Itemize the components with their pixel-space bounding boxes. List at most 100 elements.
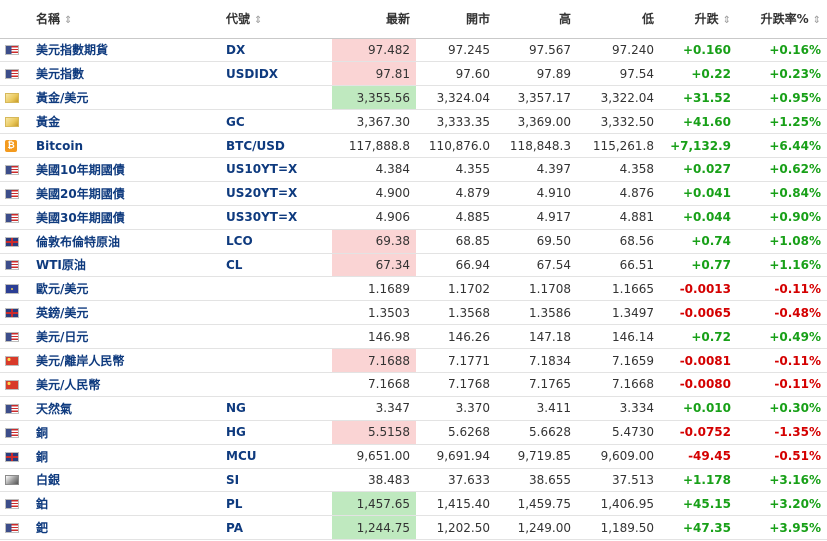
row-code-cell[interactable]: US20YT=X	[220, 181, 332, 206]
instrument-code-link[interactable]: USDIDX	[226, 66, 279, 81]
instrument-name-link[interactable]: 黃金	[36, 115, 61, 130]
sort-icon[interactable]: ⇕	[812, 15, 821, 27]
table-row[interactable]: 美國10年期國債 US10YT=X 4.384 4.355 4.397 4.358 +0.0…	[0, 157, 827, 182]
instrument-name-link[interactable]: 美國30年期國債	[36, 210, 125, 225]
instrument-code-link[interactable]: PL	[226, 496, 243, 511]
table-row[interactable]: 美國20年期國債 US20YT=X 4.900 4.879 4.910 4.876 +0.0…	[0, 181, 827, 206]
instrument-code-link[interactable]: US10YT=X	[226, 162, 298, 177]
sort-icon[interactable]: ⇕	[722, 15, 731, 27]
row-code-cell[interactable]	[220, 372, 332, 397]
instrument-code-link[interactable]: NG	[226, 401, 246, 416]
table-row[interactable]: 鈀 PA 1,244.75 1,202.50 1,249.00 1,189.50 +47.3…	[0, 515, 827, 541]
row-code-cell[interactable]: NG	[220, 396, 332, 421]
row-name-cell[interactable]: 銅	[30, 420, 220, 445]
row-code-cell[interactable]: SI	[220, 468, 332, 493]
header-code[interactable]: 代號 ⇕	[220, 0, 332, 39]
table-row[interactable]: 銅 MCU 9,651.00 9,691.94 9,719.85 9,609.00 -49.…	[0, 444, 827, 469]
row-name-cell[interactable]: 美元指數	[30, 61, 220, 87]
instrument-name-link[interactable]: 美國20年期國債	[36, 186, 125, 201]
table-row[interactable]: 歐元/美元 1.1689 1.1702 1.1708 1.1665 -0.0013 -0.1…	[0, 276, 827, 302]
table-row[interactable]: 鉑 PL 1,457.65 1,415.40 1,459.75 1,406.95 +45.1…	[0, 491, 827, 517]
instrument-code-link[interactable]: GC	[226, 114, 245, 129]
instrument-code-link[interactable]: PA	[226, 520, 243, 535]
row-name-cell[interactable]: WTI原油	[30, 253, 220, 278]
row-code-cell[interactable]	[220, 348, 332, 373]
sort-icon[interactable]: ⇕	[64, 15, 73, 27]
instrument-name-link[interactable]: 鈀	[36, 521, 49, 536]
instrument-name-link[interactable]: 美元指數	[36, 67, 85, 82]
row-name-cell[interactable]: 美元/日元	[30, 324, 220, 350]
table-row[interactable]: 美元/日元 146.98 146.26 147.18 146.14 +0.72 +0.49%	[0, 324, 827, 350]
table-row[interactable]: 美元指數期貨 DX 97.482 97.245 97.567 97.240 +0.160 +0…	[0, 38, 827, 63]
row-code-cell[interactable]: PA	[220, 515, 332, 541]
row-code-cell[interactable]: LCO	[220, 229, 332, 254]
row-name-cell[interactable]: 美國30年期國債	[30, 205, 220, 230]
instrument-code-link[interactable]: LCO	[226, 234, 253, 249]
row-name-cell[interactable]: 美元/離岸人民幣	[30, 348, 220, 373]
table-row[interactable]: 美國30年期國債 US30YT=X 4.906 4.885 4.917 4.881 +0.0…	[0, 205, 827, 230]
instrument-name-link[interactable]: 銅	[36, 425, 49, 440]
instrument-code-link[interactable]: HG	[226, 425, 246, 440]
row-code-cell[interactable]: MCU	[220, 444, 332, 469]
row-code-cell[interactable]	[220, 324, 332, 350]
row-name-cell[interactable]: 白銀	[30, 468, 220, 493]
table-row[interactable]: 美元/離岸人民幣 7.1688 7.1771 7.1834 7.1659 -0.0081-…	[0, 348, 827, 373]
table-row[interactable]: ₿ Bitcoin BTC/USD 117,888.8 110,876.0 118,848…	[0, 133, 827, 158]
instrument-name-link[interactable]: 美元/日元	[36, 330, 89, 345]
row-code-cell[interactable]: US10YT=X	[220, 157, 332, 182]
row-name-cell[interactable]: 英鎊/美元	[30, 300, 220, 326]
instrument-code-link[interactable]: BTC/USD	[226, 138, 285, 153]
header-name[interactable]: 名稱 ⇕	[30, 0, 220, 39]
sort-icon[interactable]: ⇕	[254, 15, 263, 27]
instrument-name-link[interactable]: 美國10年期國債	[36, 162, 125, 177]
row-code-cell[interactable]: DX	[220, 38, 332, 63]
row-name-cell[interactable]: 歐元/美元	[30, 276, 220, 302]
row-name-cell[interactable]: 天然氣	[30, 396, 220, 421]
row-code-cell[interactable]: PL	[220, 491, 332, 517]
instrument-name-link[interactable]: 天然氣	[36, 401, 73, 416]
row-name-cell[interactable]: 銅	[30, 444, 220, 469]
table-row[interactable]: 英鎊/美元 1.3503 1.3568 1.3586 1.3497 -0.0065 -0.4…	[0, 300, 827, 326]
row-code-cell[interactable]: USDIDX	[220, 61, 332, 87]
instrument-code-link[interactable]: CL	[226, 257, 243, 272]
table-row[interactable]: 銅 HG 5.5158 5.6268 5.6628 5.4730 -0.0752 -1.35%	[0, 420, 827, 445]
instrument-name-link[interactable]: 倫敦布倫特原油	[36, 234, 121, 249]
row-name-cell[interactable]: 美元/人民幣	[30, 372, 220, 397]
table-row[interactable]: 倫敦布倫特原油 LCO 69.38 68.85 69.50 68.56 +0.74 +1.08…	[0, 229, 827, 254]
instrument-name-link[interactable]: WTI原油	[36, 258, 86, 273]
row-name-cell[interactable]: 美國10年期國債	[30, 157, 220, 182]
instrument-name-link[interactable]: 白銀	[36, 473, 61, 488]
table-row[interactable]: 美元/人民幣 7.1668 7.1768 7.1765 7.1668 -0.0080 -0.…	[0, 372, 827, 397]
row-name-cell[interactable]: Bitcoin	[30, 133, 220, 158]
row-code-cell[interactable]: US30YT=X	[220, 205, 332, 230]
row-code-cell[interactable]	[220, 85, 332, 111]
row-code-cell[interactable]: GC	[220, 109, 332, 135]
instrument-name-link[interactable]: 英鎊/美元	[36, 306, 89, 321]
table-row[interactable]: WTI原油 CL 67.34 66.94 67.54 66.51 +0.77 +1.16%	[0, 253, 827, 278]
row-code-cell[interactable]	[220, 276, 332, 302]
table-row[interactable]: 天然氣 NG 3.347 3.370 3.411 3.334 +0.010 +0.30%	[0, 396, 827, 421]
table-row[interactable]: 黃金 GC 3,367.30 3,333.35 3,369.00 3,332.50 +41.…	[0, 109, 827, 135]
row-code-cell[interactable]: CL	[220, 253, 332, 278]
instrument-code-link[interactable]: DX	[226, 42, 246, 57]
instrument-name-link[interactable]: 鉑	[36, 497, 49, 512]
row-code-cell[interactable]	[220, 300, 332, 326]
header-change-pct[interactable]: 升跌率% ⇕	[737, 0, 827, 39]
row-name-cell[interactable]: 美元指數期貨	[30, 38, 220, 63]
instrument-name-link[interactable]: 美元/人民幣	[36, 377, 101, 392]
instrument-name-link[interactable]: 美元/離岸人民幣	[36, 354, 125, 369]
row-code-cell[interactable]: HG	[220, 420, 332, 445]
row-name-cell[interactable]: 倫敦布倫特原油	[30, 229, 220, 254]
header-change[interactable]: 升跌 ⇕	[660, 0, 737, 39]
instrument-name-link[interactable]: 黃金/美元	[36, 91, 89, 106]
instrument-name-link[interactable]: 美元指數期貨	[36, 43, 109, 58]
instrument-code-link[interactable]: MCU	[226, 449, 257, 464]
table-row[interactable]: 美元指數 USDIDX 97.81 97.60 97.89 97.54 +0.22 +0.23…	[0, 61, 827, 87]
row-name-cell[interactable]: 黃金	[30, 109, 220, 135]
instrument-name-link[interactable]: 歐元/美元	[36, 282, 89, 297]
row-name-cell[interactable]: 鉑	[30, 491, 220, 517]
instrument-code-link[interactable]: SI	[226, 472, 240, 487]
instrument-name-link[interactable]: 銅	[36, 449, 49, 464]
row-name-cell[interactable]: 鈀	[30, 515, 220, 541]
instrument-code-link[interactable]: US20YT=X	[226, 186, 298, 201]
